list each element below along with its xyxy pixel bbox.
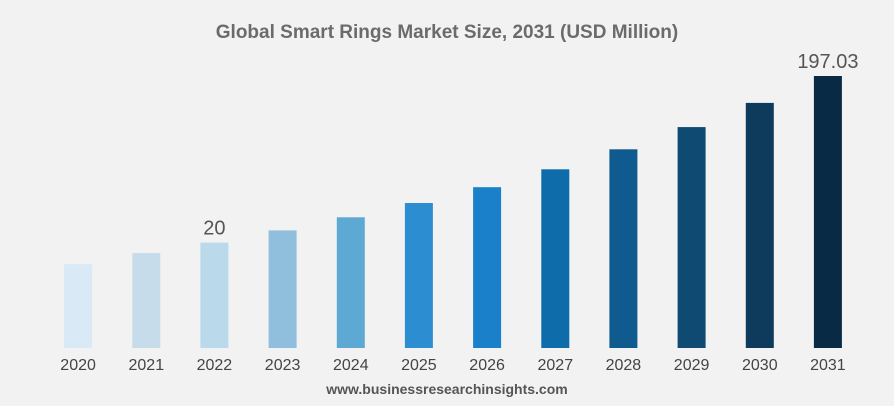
chart-title: Global Smart Rings Market Size, 2031 (US… [216, 22, 678, 43]
x-tick-2024: 2024 [333, 357, 369, 374]
x-tick-2031: 2031 [810, 357, 846, 374]
bar-2020 [64, 264, 93, 348]
bar-2022 [200, 242, 229, 348]
x-tick-2022: 2022 [197, 357, 233, 374]
bars-group [64, 76, 842, 349]
bar-2031 [813, 76, 842, 348]
x-tick-2023: 2023 [265, 357, 301, 374]
data-label-2022: 20 [203, 218, 225, 240]
bar-2021 [132, 253, 161, 348]
x-tick-2021: 2021 [129, 357, 165, 374]
bar-2026 [473, 187, 502, 348]
x-tick-2026: 2026 [469, 357, 505, 374]
data-labels-group: 20 197.03 [203, 51, 858, 240]
x-tick-2030: 2030 [742, 357, 778, 374]
source-url: www.businessresearchinsights.com [325, 381, 567, 397]
x-tick-2027: 2027 [538, 357, 574, 374]
x-tick-2025: 2025 [401, 357, 437, 374]
bar-2028 [609, 149, 638, 348]
x-tick-2020: 2020 [60, 357, 96, 374]
bar-2029 [677, 127, 706, 348]
bar-2030 [745, 102, 774, 349]
x-axis-ticks: 2020 2021 2022 2023 2024 2025 2026 2027 2028 2029… [60, 357, 845, 374]
x-tick-2029: 2029 [674, 357, 710, 374]
data-label-2031: 197.03 [797, 51, 858, 73]
bar-2023 [268, 230, 297, 348]
bar-2025 [404, 203, 433, 348]
bar-2024 [336, 217, 365, 348]
x-tick-2028: 2028 [606, 357, 642, 374]
bar-2027 [541, 169, 570, 348]
